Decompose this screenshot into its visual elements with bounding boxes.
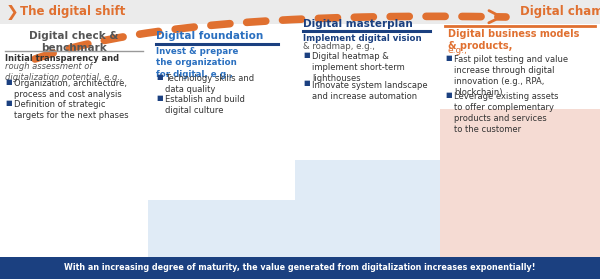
Text: ❯: ❯ [6,4,19,20]
Text: ■: ■ [156,95,163,101]
Bar [148,200,295,257]
Text: Digital foundation: Digital foundation [156,31,263,41]
Bar [440,109,600,257]
Text: ■: ■ [445,55,452,61]
Text: The digital shift: The digital shift [20,6,125,18]
Text: ■: ■ [156,74,163,80]
Text: rough assessment of
digitalization potential, e.g.,: rough assessment of digitalization poten… [5,62,122,82]
Text: ■: ■ [5,100,11,106]
Text: Organization, architecture,
process and cost analysis: Organization, architecture, process and … [14,79,127,99]
Text: With an increasing degree of maturity, the value generated from digitalization i: With an increasing degree of maturity, t… [64,263,536,273]
Text: Definition of strategic
targets for the next phases: Definition of strategic targets for the … [14,100,128,120]
Bar [0,0,600,24]
Text: e.g.,: e.g., [448,46,468,55]
Text: Implement digital vision: Implement digital vision [303,34,422,43]
Text: Digital masterplan: Digital masterplan [303,19,413,29]
Text: Digital business models
& products,: Digital business models & products, [448,29,580,51]
Text: Digital check &
benchmark: Digital check & benchmark [29,31,119,53]
Text: ■: ■ [5,79,11,85]
Text: Innovate system landscape
and increase automation: Innovate system landscape and increase a… [312,81,428,101]
Bar [0,257,600,279]
Text: Digital heatmap &
implement short-term
lighthouses: Digital heatmap & implement short-term l… [312,52,405,83]
Text: Digital champion: Digital champion [520,6,600,18]
Text: ■: ■ [445,92,452,98]
Bar [295,160,440,257]
Text: ■: ■ [303,52,310,58]
Text: Invest & prepare
the organization
for digital, e.g.,: Invest & prepare the organization for di… [156,47,238,79]
Text: Fast pilot testing and value
increase through digital
innovation (e.g., RPA,
blo: Fast pilot testing and value increase th… [454,55,568,97]
Text: Leverage existing assets
to offer complementary
products and services
to the cus: Leverage existing assets to offer comple… [454,92,559,134]
Text: & roadmap, e.g.,: & roadmap, e.g., [303,42,375,51]
Text: ■: ■ [303,81,310,86]
Text: Establish and build
digital culture: Establish and build digital culture [165,95,245,115]
Text: Initial transparency and: Initial transparency and [5,54,119,63]
Text: Technology skills and
data quality: Technology skills and data quality [165,74,254,94]
